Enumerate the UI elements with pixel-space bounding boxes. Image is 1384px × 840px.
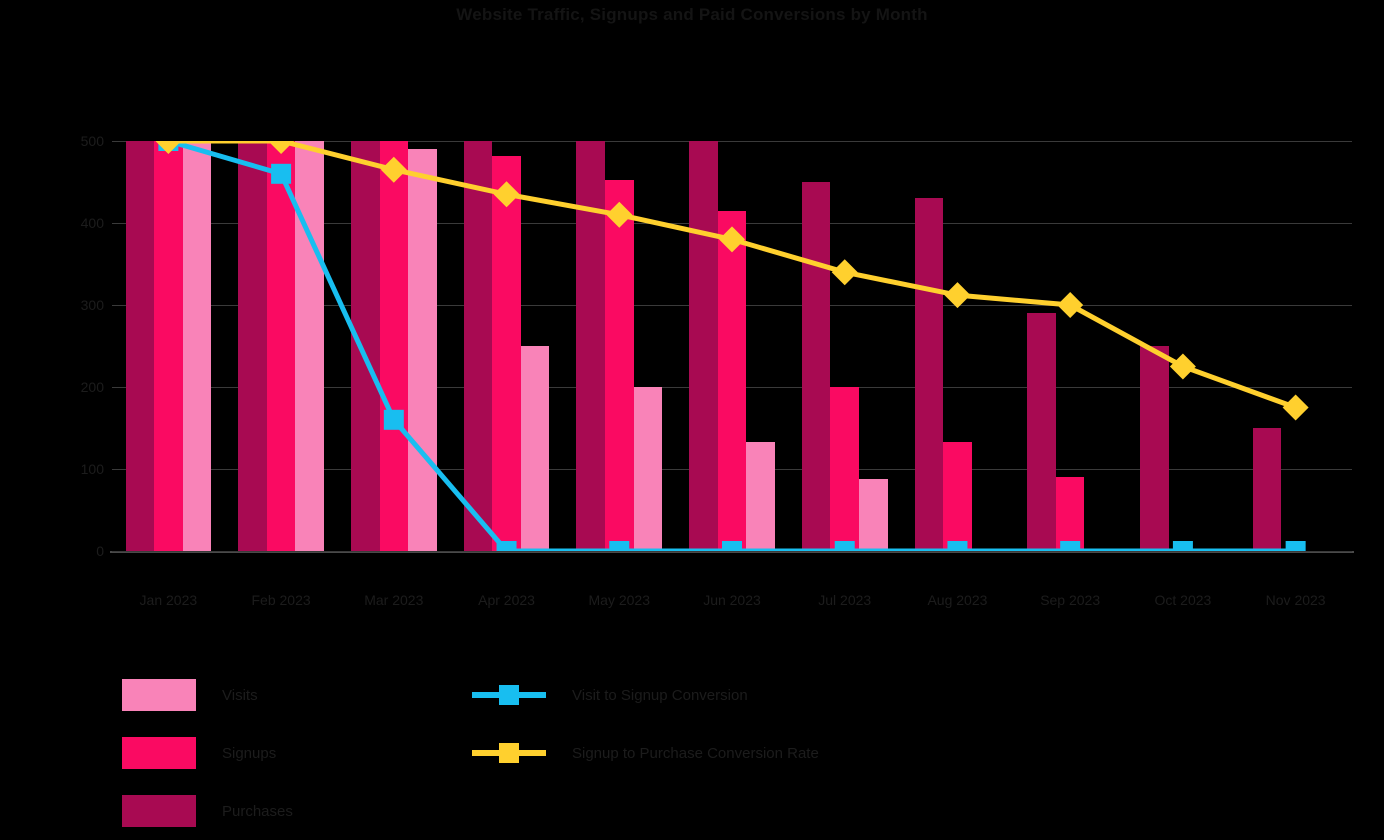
legend-item[interactable]: Signups	[122, 724, 293, 782]
bar	[492, 155, 521, 551]
legend-swatch-icon	[122, 795, 196, 827]
bar	[1252, 428, 1282, 551]
bar	[125, 141, 155, 551]
legend-item[interactable]: Purchases	[122, 782, 293, 840]
bar	[746, 441, 775, 551]
bar	[408, 149, 437, 551]
x-axis-tick-label: Aug 2023	[927, 592, 988, 608]
bar	[801, 182, 831, 551]
x-axis-tick-label: Jan 2023	[139, 592, 198, 608]
legend-column-bars: Visits Signups Purchases	[122, 666, 293, 840]
bar	[379, 141, 409, 551]
legend-swatch-icon	[122, 737, 196, 769]
y-axis-tick-label: 400	[80, 215, 104, 231]
bar	[576, 141, 605, 551]
bar	[182, 141, 212, 551]
chart-title: Website Traffic, Signups and Paid Conver…	[456, 5, 928, 24]
bar	[266, 141, 296, 551]
x-axis-tick-label: Jun 2023	[703, 592, 761, 608]
y-axis-tick-label: 500	[80, 133, 104, 149]
legend-item-label: Signup to Purchase Conversion Rate	[572, 744, 819, 762]
x-axis-tick-label: Jul 2023	[818, 592, 872, 608]
bar	[238, 141, 267, 551]
x-axis-tick-label: Apr 2023	[478, 592, 535, 608]
bar	[295, 141, 324, 551]
x-axis-tick-label: Sep 2023	[1040, 592, 1101, 608]
legend-item-label: Purchases	[222, 802, 293, 820]
bar	[633, 387, 663, 551]
bar	[830, 387, 859, 551]
legend-item-label: Signups	[222, 744, 277, 762]
x-axis-baseline	[110, 551, 1354, 553]
bar	[943, 441, 972, 551]
y-axis-tick-label: 300	[80, 297, 104, 313]
legend-line-icon	[472, 679, 546, 711]
x-axis-tick-label: May 2023	[588, 592, 650, 608]
legend-item-label: Visit to Signup Conversion	[572, 686, 748, 704]
bar	[717, 210, 747, 551]
y-axis: 500 400 300 200 100 0	[0, 133, 104, 559]
bar	[350, 141, 380, 551]
x-axis-tick-label: Oct 2023	[1154, 592, 1212, 608]
x-axis-tick-label: Nov 2023	[1265, 592, 1326, 608]
plot-area	[110, 141, 1354, 553]
legend-item[interactable]: Visits	[122, 666, 293, 724]
legend-swatch-icon	[122, 679, 196, 711]
legend-item[interactable]: Signup to Purchase Conversion Rate	[472, 724, 819, 782]
bar	[1027, 313, 1056, 551]
chart-legend: Visits Signups Purchases Visit to Signup C…	[122, 666, 1122, 827]
bar	[604, 180, 634, 551]
bar	[1140, 346, 1169, 551]
legend-item[interactable]: Visit to Signup Conversion	[472, 666, 819, 724]
y-axis-tick-label: 100	[80, 461, 104, 477]
gridline	[112, 551, 1352, 552]
y-axis-tick-label: 200	[80, 379, 104, 395]
bar	[520, 346, 550, 551]
bar	[859, 478, 888, 551]
bar	[914, 198, 944, 551]
y-axis-tick-label: 0	[96, 543, 104, 559]
bar	[689, 141, 718, 551]
bar	[154, 141, 183, 551]
bar	[1055, 477, 1085, 551]
legend-item-label: Visits	[222, 686, 258, 704]
x-axis: Jan 2023 Feb 2023 Mar 2023 Apr 2023 May 2023…	[112, 592, 1352, 616]
legend-line-icon	[472, 737, 546, 769]
x-axis-tick-label: Feb 2023	[251, 592, 311, 608]
bar	[463, 141, 493, 551]
x-axis-tick-label: Mar 2023	[364, 592, 424, 608]
legend-column-lines: Visit to Signup Conversion Signup to Purc…	[472, 666, 819, 782]
